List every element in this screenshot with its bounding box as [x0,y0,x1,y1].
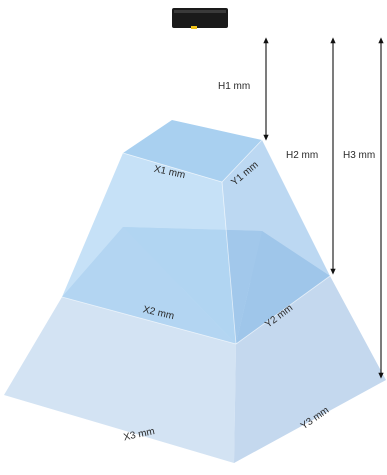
label-h3: H3 mm [343,150,375,161]
outer-frustum [4,276,386,463]
top-face [123,120,262,182]
upper-face-left [62,153,236,344]
upper-frustum [61,120,331,345]
sensor-device-icon [172,8,228,29]
outer-face-right [234,276,386,463]
outer-face-left [4,297,236,463]
label-h1: H1 mm [218,81,250,92]
upper-face-right [222,140,330,344]
label-h2: H2 mm [286,150,318,161]
